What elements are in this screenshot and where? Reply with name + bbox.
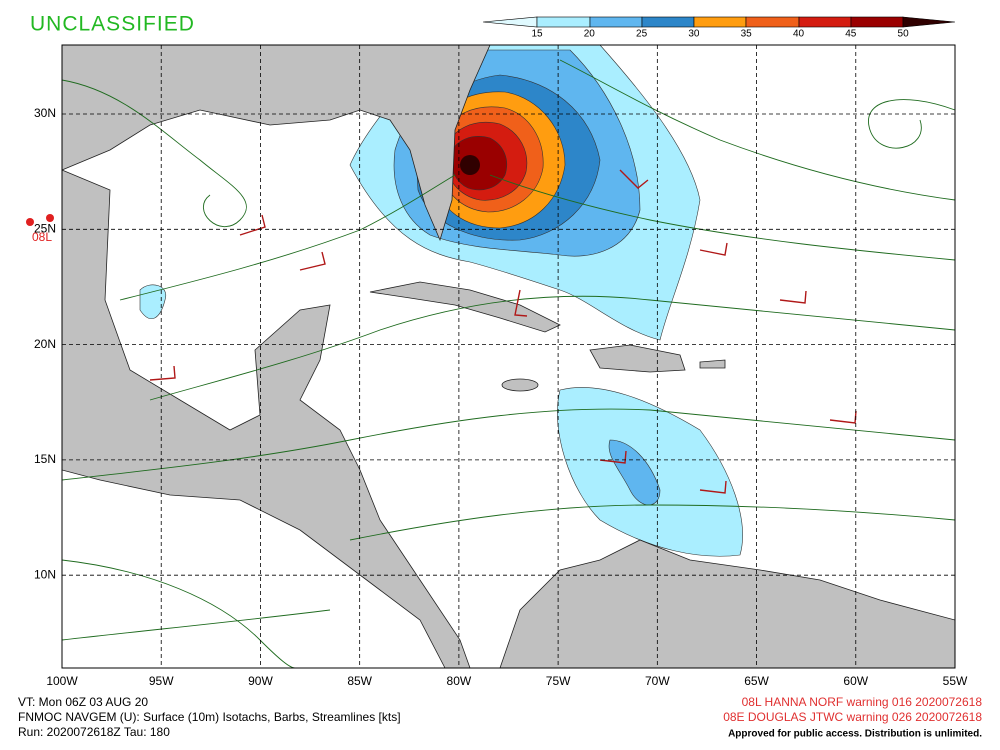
- storm-label: 08L: [32, 230, 52, 244]
- colorbar-label: 30: [688, 29, 700, 40]
- lon-label: 55W: [943, 674, 968, 688]
- colorbar-label: 50: [898, 29, 910, 40]
- streamline: [868, 99, 956, 149]
- lon-label: 70W: [645, 674, 670, 688]
- streamline: [61, 408, 956, 481]
- lon-label: 100W: [46, 674, 78, 688]
- footer-line: Run: 2020072618Z Tau: 180: [18, 725, 170, 739]
- streamline: [61, 609, 331, 641]
- streamline: [559, 59, 956, 201]
- land: [369, 281, 561, 333]
- colorbar-cell: [641, 16, 695, 28]
- colorbar-label: 40: [793, 29, 805, 40]
- colorbar-label: 20: [584, 29, 596, 40]
- streamline: [119, 174, 456, 301]
- lon-label: 95W: [149, 674, 174, 688]
- isotach-50: [460, 155, 480, 175]
- colorbar-cell: [902, 16, 956, 28]
- lon-label: 85W: [347, 674, 372, 688]
- colorbar-label: 35: [741, 29, 753, 40]
- streamline: [489, 174, 956, 261]
- lat-label: 30N: [34, 106, 56, 120]
- lon-label: 90W: [248, 674, 273, 688]
- land: [61, 44, 491, 242]
- land: [501, 378, 539, 392]
- colorbar-cell: [850, 16, 904, 28]
- streamline: [349, 504, 956, 541]
- colorbar-cell: [482, 16, 538, 28]
- footer-line: VT: Mon 06Z 03 AUG 20: [18, 695, 148, 709]
- storm-marker: [46, 214, 54, 222]
- colorbar-label: 45: [845, 29, 857, 40]
- lat-label: 25N: [34, 221, 56, 235]
- lon-label: 65W: [744, 674, 769, 688]
- storm-marker: [26, 218, 34, 226]
- colorbar-label: 15: [531, 29, 543, 40]
- warning-line: 08L HANNA NORF warning 016 2020072618: [742, 695, 983, 709]
- lat-label: 20N: [34, 337, 56, 351]
- colorbar-cell: [589, 16, 643, 28]
- colorbar-cell: [693, 16, 747, 28]
- lat-label: 15N: [34, 452, 56, 466]
- footer-line: FNMOC NAVGEM (U): Surface (10m) Isotachs…: [18, 710, 401, 724]
- colorbar-cell: [798, 16, 852, 28]
- isotach-20: [608, 439, 661, 506]
- colorbar-label: 25: [636, 29, 648, 40]
- colorbar-cell: [536, 16, 591, 28]
- warning-line: 08E DOUGLAS JTWC warning 026 2020072618: [723, 710, 982, 724]
- map-frame: [61, 44, 956, 669]
- streamline: [61, 79, 247, 227]
- wind-barb: [149, 169, 857, 494]
- lat-label: 10N: [34, 567, 56, 581]
- colorbar: [482, 16, 956, 28]
- lon-label: 75W: [546, 674, 571, 688]
- classification: UNCLASSIFIED: [30, 13, 195, 36]
- approval: Approved for public access. Distribution…: [728, 729, 982, 740]
- map: 08L: [26, 44, 956, 669]
- streamline: [149, 295, 956, 401]
- lon-label: 60W: [843, 674, 868, 688]
- colorbar-cell: [745, 16, 800, 28]
- land: [699, 359, 726, 369]
- lon-label: 80W: [447, 674, 472, 688]
- land: [61, 169, 471, 669]
